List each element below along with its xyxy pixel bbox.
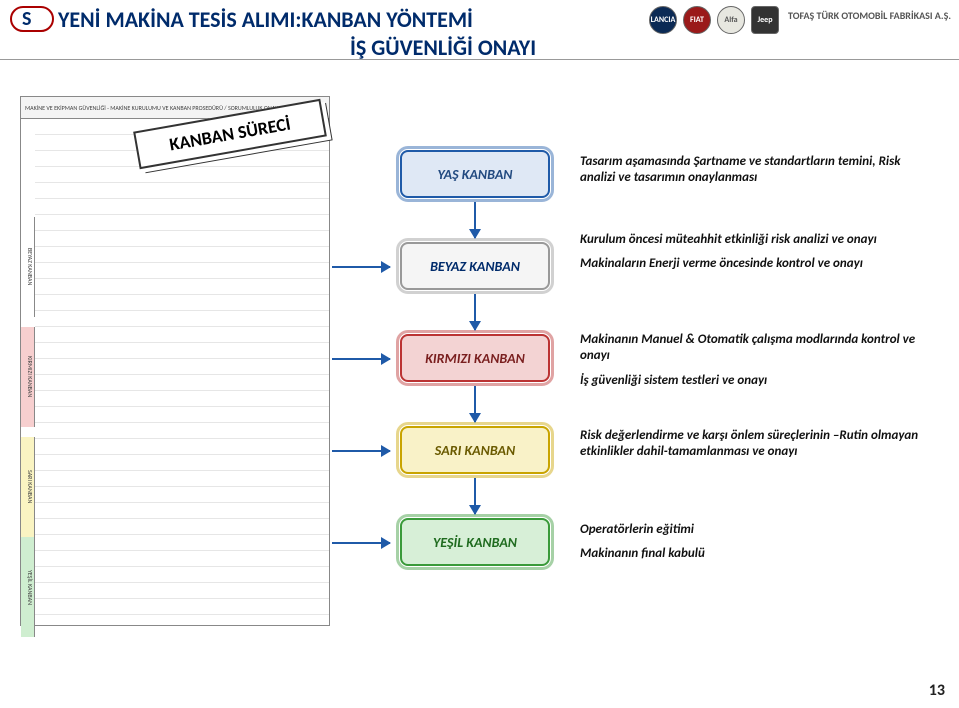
arrow-to-kirmizi — [332, 358, 390, 360]
arrow-to-yesil — [332, 542, 390, 544]
desc-sari: Risk değerlendirme ve karşı önlem süreçl… — [580, 428, 920, 469]
arrow-to-sari — [332, 450, 390, 452]
page-title: YENİ MAKİNA TESİS ALIMI:KANBAN YÖNTEMİ — [58, 6, 473, 33]
desc-yesil: Operatörlerin eğitimi Makinanın final ka… — [580, 522, 920, 571]
arrow-to-beyaz — [332, 266, 390, 268]
kanban-box-sari: SARI KANBAN — [400, 426, 550, 474]
kanban-box-yesil: YEŞİL KANBAN — [400, 518, 550, 566]
form-side-white: BEYAZ KANBAN — [21, 217, 35, 317]
form-side-green: YEŞİL KANBAN — [21, 537, 35, 637]
desc-kirmizi-1: Makinanın Manuel & Otomatik çalışma modl… — [580, 332, 920, 365]
desc-beyaz-2: Makinaların Enerji verme öncesinde kontr… — [580, 256, 920, 272]
page-number: 13 — [929, 681, 945, 700]
brand-logo-jeep: Jeep — [751, 6, 779, 34]
kanban-box-kirmizi: KIRMIZI KANBAN — [400, 334, 550, 382]
form-side-yellow: SARI KANBAN — [21, 437, 35, 537]
desc-kirmizi-2: İş güvenliği sistem testleri ve onayı — [580, 373, 920, 389]
company-line1: TOFAŞ TÜRK OTOMOBİL FABRİKASI A.Ş. — [788, 9, 951, 22]
brand-logo-fiat: FIAT — [683, 6, 711, 34]
s-badge: S — [10, 6, 54, 32]
header: S YENİ MAKİNA TESİS ALIMI:KANBAN YÖNTEMİ… — [0, 0, 959, 60]
desc-beyaz-1: Kurulum öncesi müteahhit etkinliği risk … — [580, 232, 920, 248]
company-name: TOFAŞ TÜRK OTOMOBİL FABRİKASI A.Ş. — [788, 10, 951, 22]
page-subtitle: İŞ GÜVENLİĞİ ONAYI — [350, 34, 536, 61]
desc-kirmizi: Makinanın Manuel & Otomatik çalışma modl… — [580, 332, 920, 397]
form-body — [35, 119, 329, 625]
desc-yas-1: Tasarım aşamasında Şartname ve standartl… — [580, 154, 920, 187]
kanban-column: YAŞ KANBAN BEYAZ KANBAN KIRMIZI KANBAN S… — [400, 150, 555, 610]
desc-sari-1: Risk değerlendirme ve karşı önlem süreçl… — [580, 428, 920, 461]
brand-logo-alfa: Alfa — [717, 6, 745, 34]
desc-yesil-2: Makinanın final kabulü — [580, 546, 920, 562]
desc-yesil-1: Operatörlerin eğitimi — [580, 522, 920, 538]
form-side-red: KIRMIZI KANBAN — [21, 327, 35, 427]
desc-yas: Tasarım aşamasında Şartname ve standartl… — [580, 154, 920, 195]
kanban-form-mock: MAKİNE VE EKİPMAN GÜVENLİĞİ - MAKİNE KUR… — [20, 96, 330, 626]
kanban-box-yas: YAŞ KANBAN — [400, 150, 550, 198]
brand-logo-row: LANCIA FIAT Alfa Jeep — [649, 6, 779, 34]
desc-beyaz: Kurulum öncesi müteahhit etkinliği risk … — [580, 232, 920, 281]
brand-logo-lancia: LANCIA — [649, 6, 677, 34]
kanban-box-beyaz: BEYAZ KANBAN — [400, 242, 550, 290]
